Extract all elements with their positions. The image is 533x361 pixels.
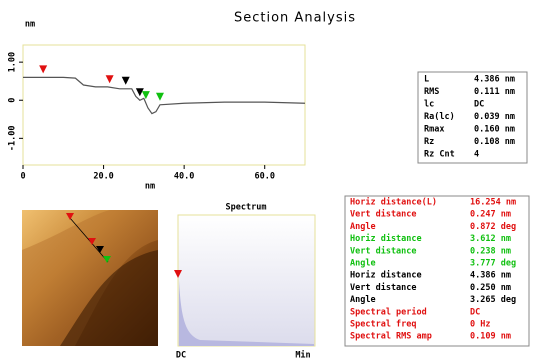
y-tick-label: 0 xyxy=(8,98,18,103)
profile-line xyxy=(23,77,305,113)
cursor xyxy=(106,75,114,83)
measurement-label: Vert distance xyxy=(350,282,417,293)
spectrum-title: Spectrum xyxy=(226,203,267,213)
cursor xyxy=(39,65,47,73)
x-tick-label: 20.0 xyxy=(93,172,113,182)
stat-value: DC xyxy=(474,100,484,110)
measurement-label: Vert distance xyxy=(350,209,417,220)
afm-image xyxy=(22,210,158,346)
measurement-label: Angle xyxy=(350,295,376,305)
measurement-label: Horiz distance xyxy=(350,233,422,244)
measurement-label: Angle xyxy=(350,222,376,232)
stat-label: Rz Cnt xyxy=(424,150,455,160)
measurement-label: Horiz distance xyxy=(350,270,422,281)
x-label: nm xyxy=(145,182,155,192)
stat-value: 0.108 nm xyxy=(474,137,515,147)
measurement-label: Spectral freq xyxy=(350,320,417,330)
measurement-label: Spectral period xyxy=(350,306,427,317)
profile-plot: 0 20.0 40.0 60.0 1.00 0 -1.00 xyxy=(8,52,306,182)
cursor xyxy=(122,77,130,85)
measurement-value: DC xyxy=(470,307,480,317)
x-tick-label: 0 xyxy=(20,172,25,182)
cursor xyxy=(156,93,164,101)
cursor xyxy=(142,91,150,99)
measurement-value: 0.872 deg xyxy=(470,222,516,232)
y-tick-label: 1.00 xyxy=(8,52,18,72)
window-title: Section Analysis xyxy=(234,11,356,26)
measurement-value: 3.777 deg xyxy=(470,259,516,269)
measurement-value: 0.238 nm xyxy=(470,246,511,256)
spectrum-right-label: Min xyxy=(295,350,310,361)
stat-value: 0.039 nm xyxy=(474,112,515,122)
spectrum-left-label: DC xyxy=(176,351,186,361)
measurement-value: 3.265 deg xyxy=(470,295,516,305)
measurement-value: 0.247 nm xyxy=(470,210,511,220)
stat-value: 4 xyxy=(474,150,479,160)
stat-label: Ra(lc) xyxy=(424,112,455,122)
measurement-label: Horiz distance(L) xyxy=(350,197,437,208)
stat-value: 4.386 nm xyxy=(474,75,515,85)
measurement-value: 4.386 nm xyxy=(470,271,511,281)
measurement-value: 3.612 nm xyxy=(470,234,511,244)
stat-label: Rz xyxy=(424,137,434,147)
stat-label: lc xyxy=(424,100,434,110)
stat-label: L xyxy=(424,75,429,85)
measurement-value: 16.254 nm xyxy=(470,198,516,208)
stat-label: Rmax xyxy=(424,125,444,135)
y-unit: nm xyxy=(25,20,35,30)
stat-value: 0.160 nm xyxy=(474,125,515,135)
y-tick-label: -1.00 xyxy=(8,126,18,152)
measurement-value: 0.109 nm xyxy=(470,332,511,342)
stat-value: 0.111 nm xyxy=(474,87,515,97)
stat-label: RMS xyxy=(424,87,439,97)
measurement-label: Spectral RMS amp xyxy=(350,332,432,342)
x-tick-label: 60.0 xyxy=(254,172,274,182)
measurement-label: Vert distance xyxy=(350,245,417,256)
section-analysis-window: Section Analysis nm nm 0 20.0 40.0 60.0 1.00… xyxy=(0,0,533,361)
measurement-value: 0.250 nm xyxy=(470,283,511,293)
measurement-value: 0 Hz xyxy=(470,320,490,330)
measurement-label: Angle xyxy=(350,259,376,269)
x-tick-label: 40.0 xyxy=(174,172,194,182)
spectrum-frame xyxy=(178,215,315,346)
